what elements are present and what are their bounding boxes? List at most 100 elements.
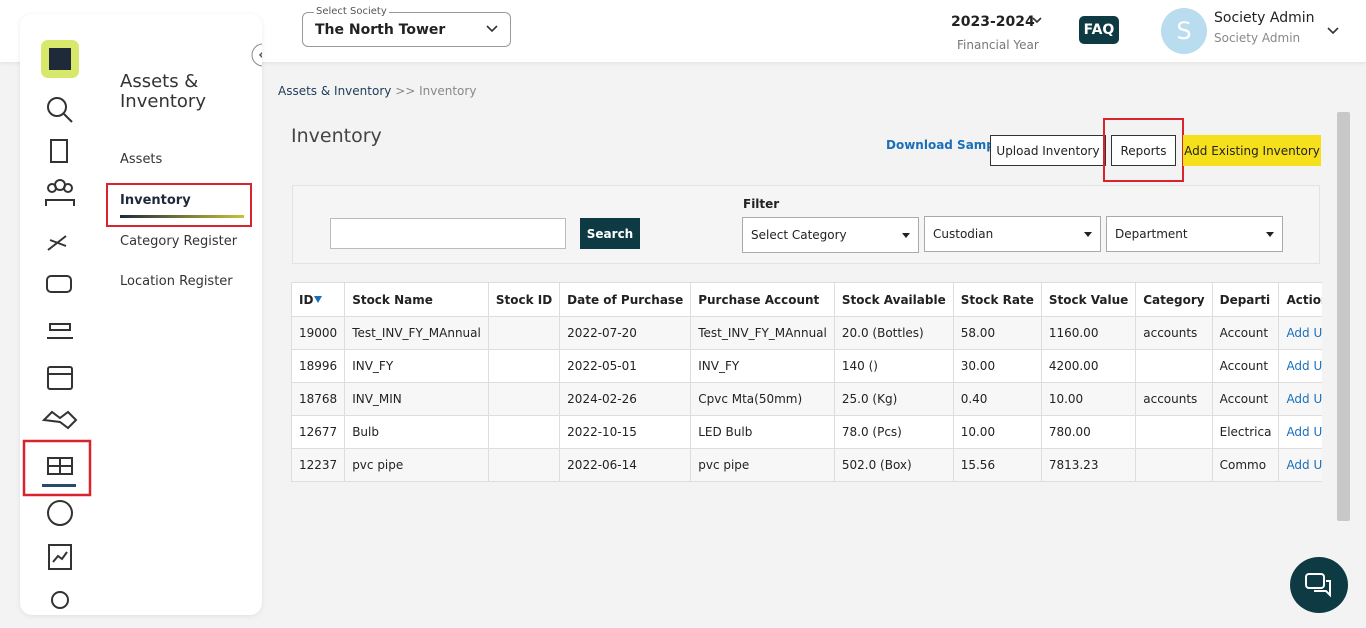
column-header: Departi bbox=[1211, 282, 1280, 317]
table-cell: accounts bbox=[1135, 316, 1213, 350]
sidebar-title: Assets & Inventory bbox=[120, 71, 206, 112]
row-action[interactable]: Add Usage bbox=[1286, 458, 1322, 472]
table-cell: 58.00 bbox=[952, 316, 1042, 350]
column-title: Category bbox=[1143, 292, 1205, 307]
reports[interactable]: Reports bbox=[1111, 135, 1176, 166]
table-cell: 2022-05-01 bbox=[559, 349, 692, 383]
highlight bbox=[1103, 118, 1184, 182]
table-cell: Electrica bbox=[1211, 415, 1280, 449]
icon-rail bbox=[22, 40, 262, 609]
user-name: Society Admin bbox=[1214, 10, 1315, 26]
column-header: Stock Available bbox=[833, 282, 954, 317]
filter-label: Filter bbox=[743, 197, 780, 211]
department-select[interactable]: Department bbox=[1106, 216, 1283, 252]
column-title: Departi bbox=[1219, 292, 1271, 307]
sidebar-item[interactable]: Assets bbox=[120, 152, 163, 167]
table-cell: Cpvc Mta(50mm) bbox=[690, 382, 835, 416]
table-cell: Test_INV_FY_MAnnual bbox=[690, 316, 835, 350]
table-cell: 25.0 (Kg) bbox=[833, 382, 954, 416]
column-title: Stock Rate bbox=[960, 292, 1034, 307]
sidebar-item[interactable]: Location Register bbox=[120, 274, 233, 289]
table-cell: Account bbox=[1211, 316, 1280, 350]
row-action[interactable]: Add Usage bbox=[1286, 359, 1322, 373]
society-select[interactable]: Select Society The North Tower bbox=[302, 6, 511, 47]
table-cell: 18996 bbox=[291, 349, 346, 383]
actions-cell: Add UsageDetailsEditDelete bbox=[1278, 415, 1322, 449]
chevron bbox=[486, 25, 498, 33]
download-sample[interactable]: Download Sample bbox=[886, 138, 1008, 152]
breadcrumb-current: >> Inventory bbox=[395, 84, 477, 98]
sidebar-item[interactable]: Category Register bbox=[120, 234, 238, 249]
table-cell: 2022-06-14 bbox=[559, 448, 692, 482]
table-cell: 7813.23 bbox=[1040, 448, 1137, 482]
add-existing-inventory[interactable]: Add Existing Inventory bbox=[1183, 135, 1321, 166]
table-cell: 78.0 (Pcs) bbox=[833, 415, 954, 449]
row-action[interactable]: Add Usage bbox=[1286, 392, 1322, 406]
table-cell: 15.56 bbox=[952, 448, 1042, 482]
scrollbar[interactable] bbox=[1337, 112, 1350, 521]
column-header: Stock Name bbox=[344, 282, 489, 317]
table-cell: pvc pipe bbox=[344, 448, 489, 482]
actions-cell: Add UsageDetailsEditDelete bbox=[1278, 382, 1322, 416]
breadcrumb-parent[interactable]: Assets & Inventory bbox=[278, 84, 392, 98]
column-title: Date of Purchase bbox=[567, 292, 684, 307]
table-cell: LED Bulb bbox=[690, 415, 835, 449]
avatar[interactable]: S bbox=[1161, 8, 1207, 54]
column-title: Stock Name bbox=[352, 292, 433, 307]
sidebar-item[interactable]: Inventory bbox=[120, 193, 191, 208]
user-role: Society Admin bbox=[1214, 31, 1301, 45]
table-cell: accounts bbox=[1135, 382, 1213, 416]
actions-cell: Add UsageDetailsEditDelete bbox=[1278, 349, 1322, 383]
column-title: ID bbox=[299, 292, 314, 307]
society-label: Select Society bbox=[314, 6, 389, 17]
table-cell: INV_FY bbox=[344, 349, 489, 383]
financial-year-label: Financial Year bbox=[957, 38, 1039, 52]
faq-button[interactable]: FAQ bbox=[1079, 16, 1119, 44]
table-row: 12677 Bulb 2022-10-15 LED Bulb 78.0 (Pcs) 10.… bbox=[291, 415, 1322, 449]
row-action[interactable]: Add Usage bbox=[1286, 425, 1322, 439]
financial-year[interactable]: 2023-2024 bbox=[951, 14, 1035, 30]
filter-panel: Search Filter Select Category Custodian … bbox=[292, 185, 1320, 264]
row-action[interactable]: Add Usage bbox=[1286, 326, 1322, 340]
column-title: Purchase Account bbox=[698, 292, 820, 307]
chat-icon bbox=[1305, 573, 1331, 598]
table-row: 18768 INV_MIN 2024-02-26 Cpvc Mta(50mm) 25.0… bbox=[291, 382, 1322, 416]
chevron[interactable] bbox=[1327, 27, 1339, 35]
table-cell: 19000 bbox=[291, 316, 346, 350]
header-row: ID Stock Name Stock ID Date of Purchase Purc… bbox=[291, 282, 1322, 317]
actions-cell: Add UsageDetailsEditDelete bbox=[1278, 316, 1322, 350]
category-select[interactable]: Select Category bbox=[742, 217, 919, 253]
table-row: 12237 pvc pipe 2022-06-14 pvc pipe 502.0 (Bo… bbox=[291, 448, 1322, 482]
sort-icon[interactable] bbox=[313, 295, 323, 304]
column-header: Stock Value bbox=[1040, 282, 1137, 317]
table-cell: 20.0 (Bottles) bbox=[833, 316, 954, 350]
table-cell: Account bbox=[1211, 382, 1280, 416]
table-cell: 10.00 bbox=[952, 415, 1042, 449]
chat-button[interactable] bbox=[1290, 557, 1348, 613]
table-row: 19000 Test_INV_FY_MAnnual 2022-07-20 Test_I… bbox=[291, 316, 1322, 350]
column-header: ID bbox=[291, 282, 346, 317]
chevron bbox=[1032, 17, 1042, 24]
table-cell: 18768 bbox=[291, 382, 346, 416]
table-cell: INV_MIN bbox=[344, 382, 489, 416]
column-header: Category bbox=[1135, 282, 1213, 317]
search-button[interactable]: Search bbox=[580, 218, 640, 249]
table-cell: 12677 bbox=[291, 415, 346, 449]
table-cell: INV_FY bbox=[690, 349, 835, 383]
table-cell: 780.00 bbox=[1040, 415, 1137, 449]
table-cell bbox=[487, 349, 561, 383]
table-cell: 1160.00 bbox=[1040, 316, 1137, 350]
column-header: Actions bbox=[1278, 282, 1322, 317]
column-header: Date of Purchase bbox=[559, 282, 692, 317]
actions-cell: Add UsageDetailsEditDelete bbox=[1278, 448, 1322, 482]
table-cell bbox=[487, 316, 561, 350]
table-body: 19000 Test_INV_FY_MAnnual 2022-07-20 Test_I… bbox=[291, 316, 1322, 482]
table-cell: 0.40 bbox=[952, 382, 1042, 416]
search-input[interactable] bbox=[330, 218, 566, 249]
upload-inventory[interactable]: Upload Inventory bbox=[990, 135, 1106, 166]
table-cell bbox=[1135, 349, 1213, 383]
inventory-table: ID Stock Name Stock ID Date of Purchase Purc… bbox=[291, 282, 1322, 482]
table-cell: 12237 bbox=[291, 448, 346, 482]
table-row: 18996 INV_FY 2022-05-01 INV_FY 140 () 30.00 42… bbox=[291, 349, 1322, 383]
custodian-select[interactable]: Custodian bbox=[924, 216, 1101, 252]
